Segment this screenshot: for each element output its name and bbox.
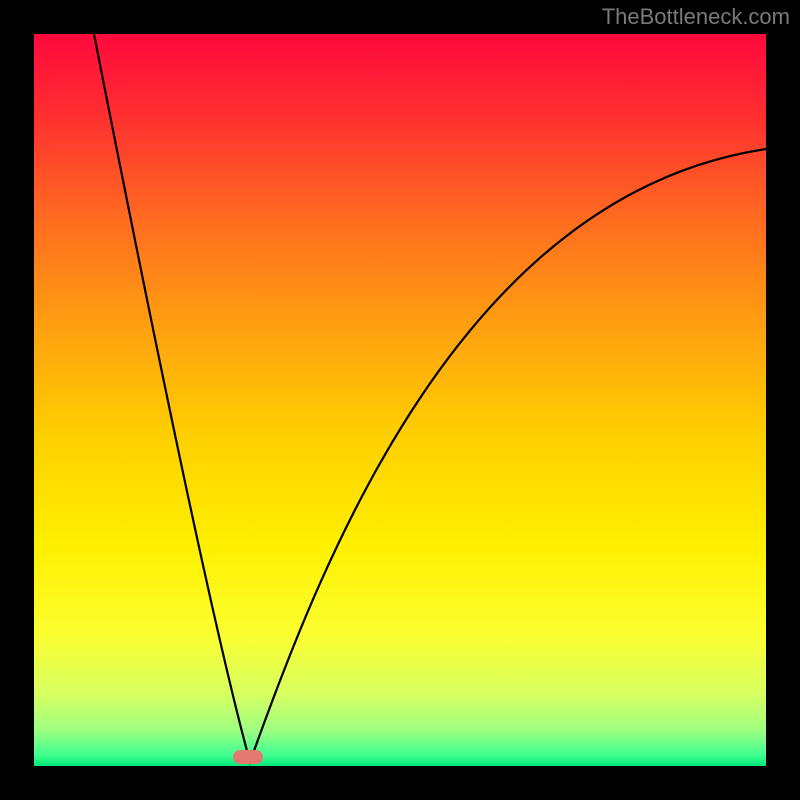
chart-frame: TheBottleneck.com bbox=[0, 0, 800, 800]
plot-background bbox=[34, 34, 766, 766]
watermark-text: TheBottleneck.com bbox=[602, 4, 790, 30]
vertex-marker bbox=[233, 750, 263, 764]
chart-svg bbox=[0, 0, 800, 800]
plot-area-group bbox=[34, 34, 766, 766]
